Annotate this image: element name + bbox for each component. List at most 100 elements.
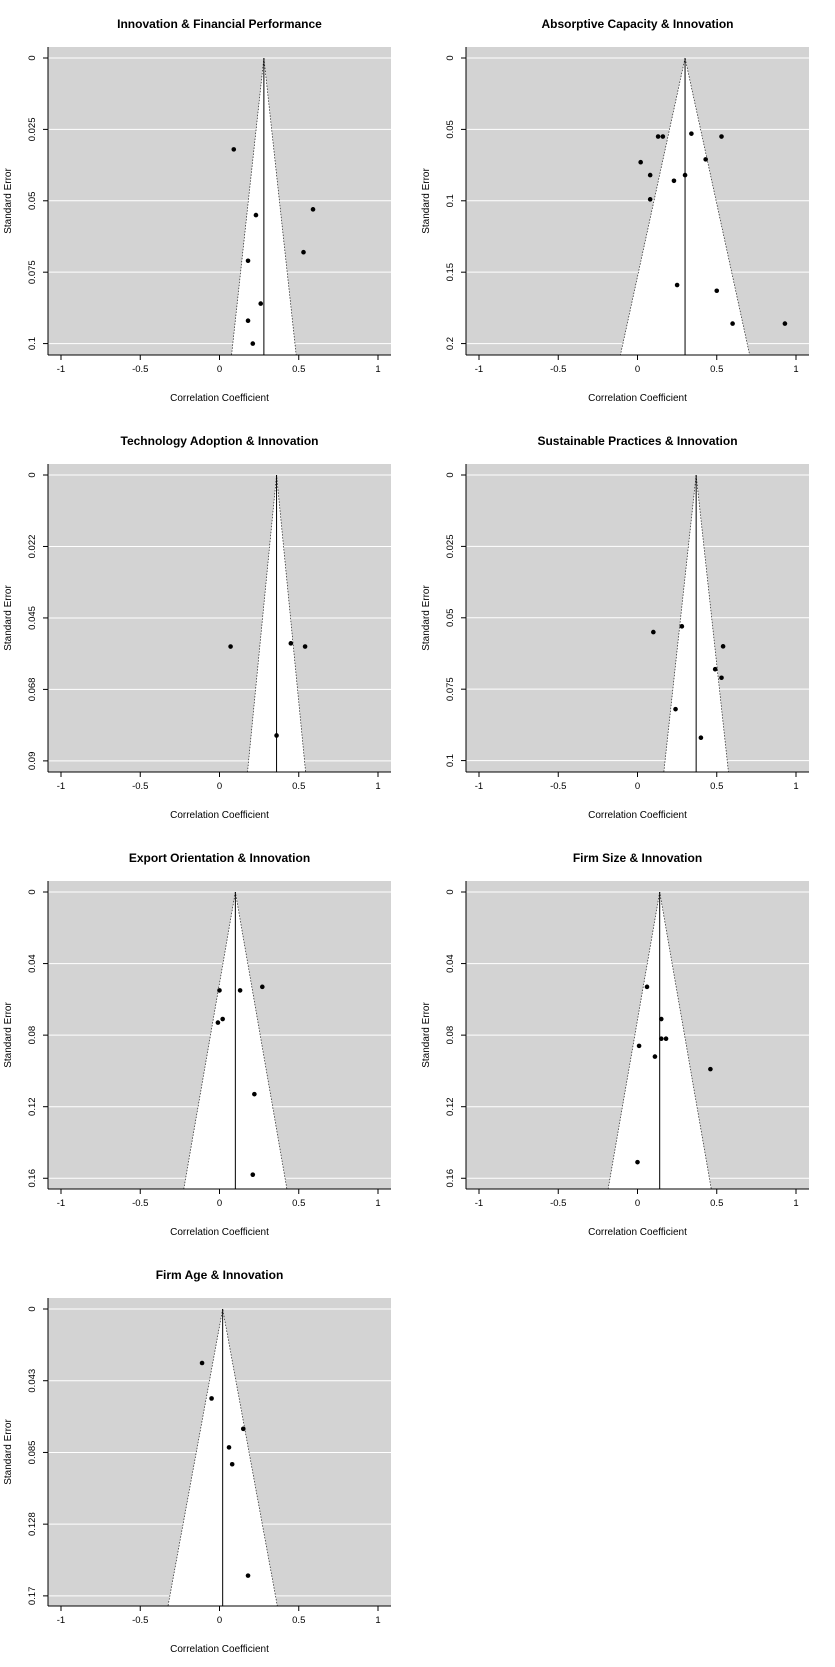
- x-tick-label: -1: [475, 781, 483, 792]
- study-point: [288, 641, 294, 646]
- x-tick-label: 0: [635, 364, 640, 375]
- x-tick-label: 1: [375, 1615, 380, 1626]
- x-tick-label: -1: [57, 1615, 65, 1626]
- y-tick-label: 0: [27, 472, 38, 477]
- study-point: [663, 1036, 669, 1042]
- x-axis-label: Correlation Coefficient: [170, 393, 269, 404]
- study-point: [714, 288, 720, 294]
- y-tick-label: 0.075: [445, 677, 456, 701]
- y-axis-label: Standard Error: [3, 585, 14, 651]
- study-point: [719, 134, 724, 139]
- x-tick-label: 0: [217, 364, 222, 375]
- y-tick-label: 0.08: [445, 1026, 456, 1045]
- study-point: [253, 212, 259, 218]
- x-tick-label: -0.5: [550, 781, 566, 792]
- y-axis-label: Standard Error: [3, 168, 14, 234]
- study-point: [228, 644, 233, 649]
- x-tick-label: -0.5: [132, 1198, 148, 1209]
- y-tick-label: 0.1: [445, 194, 456, 207]
- study-point: [671, 178, 677, 184]
- study-point: [310, 207, 316, 212]
- y-tick-label: 0.16: [445, 1169, 456, 1188]
- y-tick-label: 0.128: [27, 1512, 38, 1536]
- funnel-panel: -1 -0.5 0 0.5 1 0 0.022 0.045 0.068 0.09 Technolog…: [3, 434, 391, 821]
- x-tick-label: -1: [57, 364, 65, 375]
- study-point: [673, 706, 678, 712]
- study-point: [651, 629, 656, 635]
- study-point: [655, 134, 661, 139]
- x-tick-label: 0.5: [292, 781, 305, 792]
- study-point: [647, 172, 653, 178]
- y-tick-label: 0: [27, 889, 38, 894]
- funnel-panel: -1 -0.5 0 0.5 1 0 0.04 0.08 0.12 0.16 Export Orien…: [3, 851, 391, 1238]
- x-tick-label: -1: [57, 1198, 65, 1209]
- x-tick-label: 0.5: [710, 364, 723, 375]
- study-point: [730, 321, 735, 326]
- y-tick-label: 0.075: [27, 260, 38, 284]
- study-point: [719, 675, 724, 681]
- x-tick-label: 1: [793, 781, 798, 792]
- y-tick-label: 0.085: [27, 1441, 38, 1465]
- x-tick-label: -1: [475, 364, 483, 375]
- y-tick-label: 0.022: [27, 535, 38, 559]
- study-point: [635, 1159, 640, 1165]
- funnel-panel: -1 -0.5 0 0.5 1 0 0.025 0.05 0.075 0.1 Sustainable…: [421, 434, 809, 821]
- study-point: [658, 1036, 664, 1042]
- y-tick-label: 0.1: [445, 754, 456, 767]
- funnel-panel: -1 -0.5 0 0.5 1 0 0.05 0.1 0.15 0.2 Absorptive Cap…: [421, 17, 809, 404]
- chart-title: Technology Adoption & Innovation: [121, 434, 319, 448]
- x-axis-label: Correlation Coefficient: [170, 1644, 269, 1655]
- study-point: [712, 666, 718, 672]
- x-tick-label: -0.5: [132, 781, 148, 792]
- x-tick-label: 1: [375, 1198, 380, 1209]
- study-point: [250, 341, 256, 346]
- x-tick-label: -1: [475, 1198, 483, 1209]
- y-tick-label: 0.05: [445, 120, 456, 139]
- chart-title: Absorptive Capacity & Innovation: [541, 17, 733, 31]
- study-point: [638, 159, 643, 165]
- x-tick-label: 0.5: [710, 1198, 723, 1209]
- y-tick-label: 0.12: [445, 1097, 456, 1116]
- y-tick-label: 0.17: [27, 1587, 38, 1606]
- y-tick-label: 0.068: [27, 678, 38, 702]
- x-tick-label: 1: [793, 1198, 798, 1209]
- x-tick-label: 0.5: [292, 364, 305, 375]
- chart-title: Firm Age & Innovation: [156, 1268, 284, 1282]
- study-point: [245, 318, 251, 324]
- x-tick-label: -0.5: [550, 1198, 566, 1209]
- study-point: [199, 1360, 205, 1366]
- y-tick-label: 0.15: [445, 263, 456, 282]
- y-tick-label: 0.12: [27, 1097, 38, 1116]
- funnel-panel: -1 -0.5 0 0.5 1 0 0.04 0.08 0.12 0.16 Firm Size & …: [421, 851, 809, 1238]
- x-tick-label: 0.5: [292, 1198, 305, 1209]
- x-tick-label: -0.5: [550, 364, 566, 375]
- x-tick-label: -0.5: [132, 1615, 148, 1626]
- y-tick-label: 0.025: [445, 535, 456, 559]
- study-point: [647, 197, 653, 202]
- y-axis-label: Standard Error: [3, 1002, 14, 1068]
- x-tick-label: -1: [57, 781, 65, 792]
- y-axis-label: Standard Error: [421, 585, 432, 651]
- study-point: [240, 1426, 246, 1432]
- x-tick-label: 0.5: [292, 1615, 305, 1626]
- study-point: [217, 988, 222, 993]
- study-point: [782, 321, 788, 326]
- study-point: [229, 1461, 235, 1467]
- study-point: [259, 984, 265, 990]
- x-axis-label: Correlation Coefficient: [170, 1227, 269, 1238]
- x-axis-label: Correlation Coefficient: [588, 1227, 687, 1238]
- study-point: [245, 258, 251, 264]
- study-point: [226, 1445, 232, 1450]
- chart-title: Innovation & Financial Performance: [117, 17, 322, 31]
- x-tick-label: -0.5: [132, 364, 148, 375]
- study-point: [252, 1091, 257, 1097]
- study-point: [636, 1043, 642, 1049]
- y-tick-label: 0.04: [27, 954, 38, 973]
- study-point: [660, 134, 666, 139]
- x-tick-label: 0: [635, 1198, 640, 1209]
- y-axis-label: Standard Error: [3, 1419, 14, 1485]
- study-point: [689, 131, 694, 136]
- y-tick-label: 0: [445, 472, 456, 477]
- y-tick-label: 0.043: [27, 1369, 38, 1393]
